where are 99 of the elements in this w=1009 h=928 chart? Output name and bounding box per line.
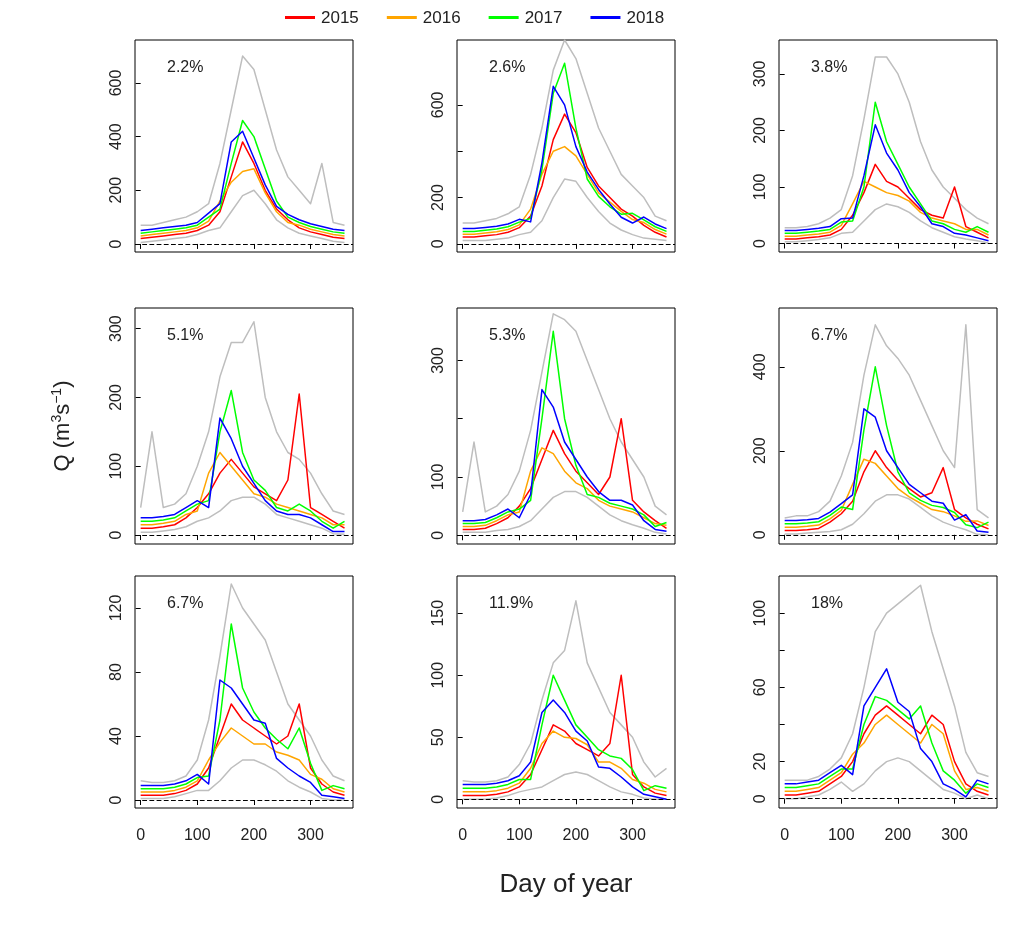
y-tick-label: 0 [750, 238, 768, 248]
line-series [461, 388, 668, 532]
y-tick-label: 100 [428, 463, 446, 491]
y-tick-label: 100 [106, 452, 124, 480]
line-series [461, 39, 668, 224]
line-series [139, 583, 346, 784]
line-series [461, 730, 668, 793]
x-tick-label: 100 [505, 825, 533, 843]
line-series [461, 490, 668, 535]
x-tick-label: 300 [297, 825, 324, 843]
y-tick-label: 200 [750, 437, 768, 465]
line-series [139, 55, 346, 226]
y-tick-label: 0 [106, 239, 124, 249]
line-series [783, 668, 990, 798]
y-tick-label: 100 [750, 173, 768, 201]
legend-label: 2015 [321, 8, 359, 27]
y-tick-label: 150 [428, 599, 446, 627]
y-tick-label: 300 [750, 60, 768, 88]
y-tick-label: 300 [428, 347, 446, 374]
x-axis-title: Day of year [499, 868, 633, 898]
y-axis-title: Q (m3s−1) [48, 380, 74, 472]
x-tick-label: 300 [941, 825, 968, 843]
x-tick-label: 100 [827, 825, 855, 843]
line-series [783, 757, 990, 800]
line-series [461, 145, 668, 235]
annotation: 3.8% [811, 57, 848, 75]
line-series [783, 124, 990, 242]
y-tick-label: 400 [106, 123, 124, 150]
line-series [139, 189, 346, 244]
y-tick-label: 600 [428, 91, 446, 119]
line-series [783, 584, 990, 781]
x-tick-label: 200 [884, 825, 912, 843]
y-tick-label: 100 [428, 661, 446, 689]
line-series [139, 679, 346, 800]
line-series [139, 321, 346, 516]
line-series [461, 417, 668, 531]
annotation: 11.9% [489, 593, 534, 611]
line-series [783, 494, 990, 536]
y-tick-label: 400 [750, 353, 768, 381]
line-series [461, 178, 668, 242]
y-tick-label: 60 [750, 678, 768, 697]
line-series [783, 163, 990, 240]
y-tick-label: 120 [106, 594, 124, 622]
annotation: 2.2% [167, 57, 204, 75]
annotation: 6.7% [811, 325, 848, 343]
line-series [783, 180, 990, 237]
y-tick-label: 40 [106, 727, 124, 745]
line-series [139, 417, 346, 533]
y-tick-label: 200 [428, 184, 446, 211]
y-tick-label: 0 [106, 530, 124, 540]
line-series [783, 324, 990, 519]
y-tick-label: 200 [106, 384, 124, 411]
x-tick-label: 200 [562, 825, 590, 843]
line-series [139, 623, 346, 792]
y-tick-label: 80 [106, 663, 124, 681]
line-series [461, 447, 668, 528]
y-tick-label: 200 [106, 176, 124, 204]
y-tick-label: 0 [106, 795, 124, 805]
line-series [461, 113, 668, 238]
y-tick-label: 20 [750, 752, 768, 771]
y-tick-label: 200 [750, 117, 768, 144]
line-series [783, 408, 990, 533]
y-tick-label: 0 [428, 530, 446, 540]
annotation: 5.1% [167, 325, 204, 343]
y-tick-label: 0 [750, 530, 768, 540]
y-tick-label: 50 [428, 728, 446, 747]
line-series [461, 85, 668, 230]
line-series [783, 101, 990, 235]
x-tick-label: 200 [240, 825, 268, 843]
annotation: 6.7% [167, 593, 204, 611]
y-tick-label: 0 [750, 794, 768, 804]
line-series [461, 62, 668, 233]
line-series [139, 703, 346, 796]
x-tick-label: 0 [136, 825, 146, 843]
line-series [139, 168, 346, 237]
x-tick-label: 100 [183, 825, 211, 843]
line-series [461, 699, 668, 801]
y-tick-label: 0 [428, 794, 446, 804]
annotation: 18% [811, 593, 844, 611]
y-tick-label: 0 [428, 239, 446, 249]
y-tick-label: 300 [106, 315, 124, 342]
y-tick-label: 600 [106, 69, 124, 97]
annotation: 2.6% [489, 57, 526, 75]
line-series [139, 727, 346, 793]
line-series [783, 56, 990, 229]
line-series [783, 366, 990, 529]
legend-label: 2018 [626, 8, 665, 27]
line-series [139, 496, 346, 536]
line-series [139, 759, 346, 801]
line-series [139, 141, 346, 240]
legend-label: 2017 [524, 8, 563, 27]
x-tick-label: 0 [458, 825, 468, 843]
x-tick-label: 0 [780, 825, 790, 843]
y-tick-label: 100 [750, 599, 768, 627]
legend-label: 2016 [422, 8, 461, 27]
annotation: 5.3% [489, 325, 526, 343]
x-tick-label: 300 [619, 825, 646, 843]
line-series [139, 451, 346, 526]
line-series [783, 203, 990, 244]
